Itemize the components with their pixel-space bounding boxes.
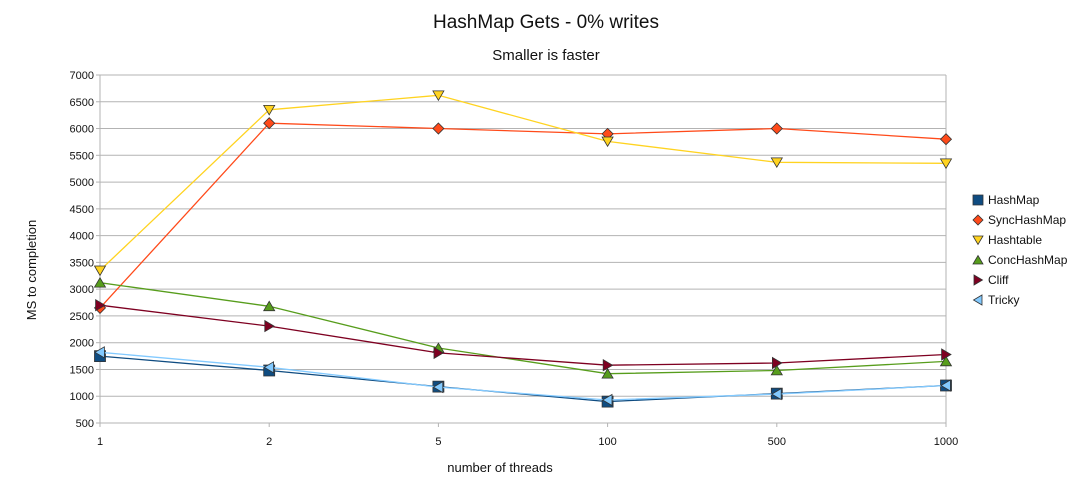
legend-item: Cliff — [973, 273, 1009, 287]
data-point — [940, 379, 951, 392]
data-point — [771, 387, 782, 401]
data-point — [264, 319, 275, 333]
legend-item: SyncHashMap — [972, 213, 1066, 227]
series-group — [93, 90, 953, 408]
y-tick-label: 3500 — [70, 257, 94, 269]
y-tick-label: 6500 — [70, 97, 94, 109]
series-conchashmap — [93, 277, 953, 379]
data-point — [770, 122, 783, 135]
data-point — [939, 133, 953, 146]
y-tick-label: 1500 — [70, 364, 94, 376]
y-tick-label: 7000 — [70, 70, 94, 82]
y-axis-label: MS to completion — [24, 220, 39, 320]
chart-subtitle: Smaller is faster — [492, 47, 600, 64]
legend-item: Hashtable — [972, 233, 1042, 247]
y-tick-label: 4500 — [70, 204, 94, 216]
data-point — [95, 299, 106, 312]
data-point — [602, 359, 614, 372]
y-tick-label: 2000 — [70, 338, 94, 350]
data-point — [432, 90, 445, 102]
data-point — [601, 368, 614, 379]
data-point — [770, 157, 784, 168]
legend-marker — [973, 274, 984, 286]
legend: HashMap SyncHashMap Hashtable ConcHashMap Cl… — [972, 193, 1068, 307]
y-axis-ticks: 500 1000 1500 2000 2500 3000 3500 4000 4500 5000 5… — [70, 70, 100, 430]
data-point — [939, 355, 953, 367]
data-point — [432, 380, 444, 394]
legend-label: HashMap — [988, 193, 1040, 207]
y-tick-label: 2500 — [70, 311, 94, 323]
legend-marker — [972, 294, 983, 306]
data-point — [770, 364, 784, 376]
series-line — [99, 94, 947, 271]
y-tick-label: 4000 — [70, 231, 94, 243]
series-tricky — [94, 346, 951, 407]
legend-label: ConcHashMap — [988, 253, 1068, 267]
data-point — [94, 346, 105, 359]
data-point — [93, 277, 107, 288]
y-tick-label: 1000 — [70, 391, 94, 403]
data-point — [432, 122, 445, 135]
x-axis-label: number of threads — [447, 460, 553, 475]
legend-item: HashMap — [972, 193, 1040, 207]
y-tick-label: 500 — [76, 418, 94, 430]
data-point — [263, 105, 276, 116]
x-tick-label: 1000 — [934, 436, 958, 448]
series-line — [99, 304, 947, 366]
y-tick-label: 6000 — [70, 124, 94, 136]
data-point — [601, 393, 613, 407]
legend-label: Tricky — [988, 293, 1020, 307]
series-line — [99, 122, 947, 309]
series-cliff — [95, 299, 952, 372]
legend-item: Tricky — [972, 293, 1020, 307]
x-tick-label: 100 — [598, 436, 616, 448]
legend-marker — [972, 214, 984, 226]
data-point — [263, 300, 276, 312]
x-tick-label: 500 — [768, 436, 786, 448]
chart-title: HashMap Gets - 0% writes — [433, 12, 659, 33]
x-tick-label: 1 — [97, 436, 103, 448]
x-tick-label: 5 — [435, 436, 441, 448]
data-point — [941, 348, 952, 361]
y-tick-label: 5000 — [70, 177, 94, 189]
legend-item: ConcHashMap — [972, 253, 1068, 267]
grid-lines — [99, 74, 947, 424]
data-point — [601, 136, 614, 148]
series-line — [99, 282, 947, 375]
data-point — [433, 346, 445, 360]
legend-label: Hashtable — [988, 233, 1042, 247]
data-point — [263, 361, 275, 374]
legend-marker — [972, 235, 984, 246]
y-tick-label: 5500 — [70, 150, 94, 162]
series-hashtable — [93, 90, 953, 277]
legend-marker — [972, 194, 984, 206]
series-synchashmap — [93, 117, 953, 314]
data-point — [93, 265, 107, 277]
data-point — [772, 356, 783, 370]
data-point — [263, 117, 276, 130]
legend-label: SyncHashMap — [988, 213, 1066, 227]
x-tick-label: 2 — [266, 436, 272, 448]
data-point — [939, 158, 953, 170]
legend-label: Cliff — [988, 273, 1009, 287]
legend-marker — [972, 254, 984, 265]
series-line — [99, 351, 947, 401]
x-axis-ticks: 1 2 5 100 500 1000 — [97, 423, 958, 448]
y-tick-label: 3000 — [70, 284, 94, 296]
